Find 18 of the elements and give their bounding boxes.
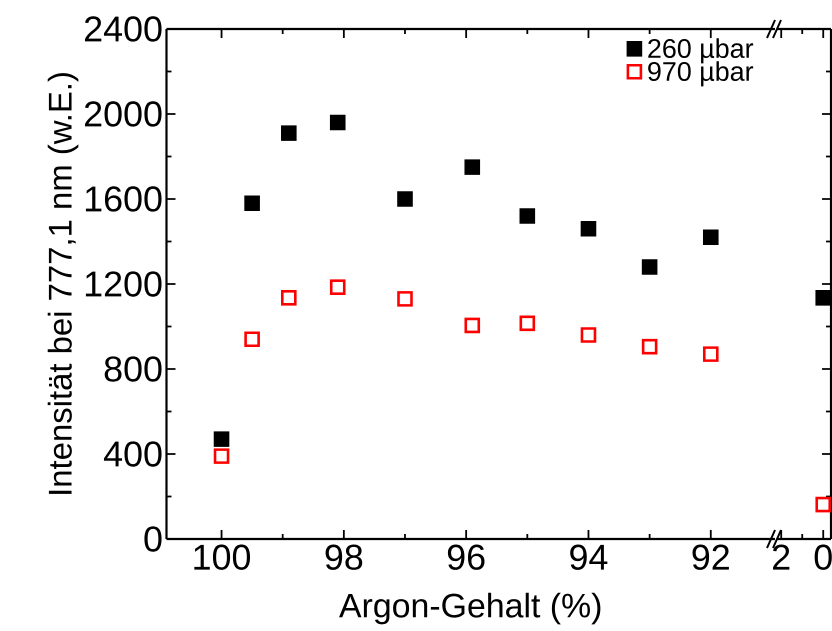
legend-label: 260 µbar — [648, 38, 754, 64]
y-tick-label: 400 — [104, 441, 162, 467]
x-tick-label: 98 — [326, 544, 362, 570]
y-tick-label: 2000 — [84, 101, 162, 127]
x-tick-label: 0 — [814, 544, 832, 570]
y-tick-label: 2400 — [84, 16, 162, 42]
y-tick-label: 1600 — [86, 186, 162, 212]
x-tick-label: 96 — [448, 544, 485, 570]
y-tick-label: 800 — [104, 356, 162, 382]
x-axis-title: Argon-Gehalt (%) — [339, 592, 600, 624]
x-tick-label: 92 — [692, 544, 729, 570]
y-tick-label: 0 — [144, 526, 162, 552]
legend-label: 970 µbar — [648, 61, 754, 86]
x-tick-label: 2 — [773, 544, 790, 570]
x-tick-label: 100 — [194, 544, 250, 570]
y-tick-label: 1200 — [86, 271, 162, 297]
y-axis-title: Intensität bei 777,1 nm (w.E.) — [48, 73, 78, 494]
x-tick-label: 94 — [570, 544, 608, 570]
